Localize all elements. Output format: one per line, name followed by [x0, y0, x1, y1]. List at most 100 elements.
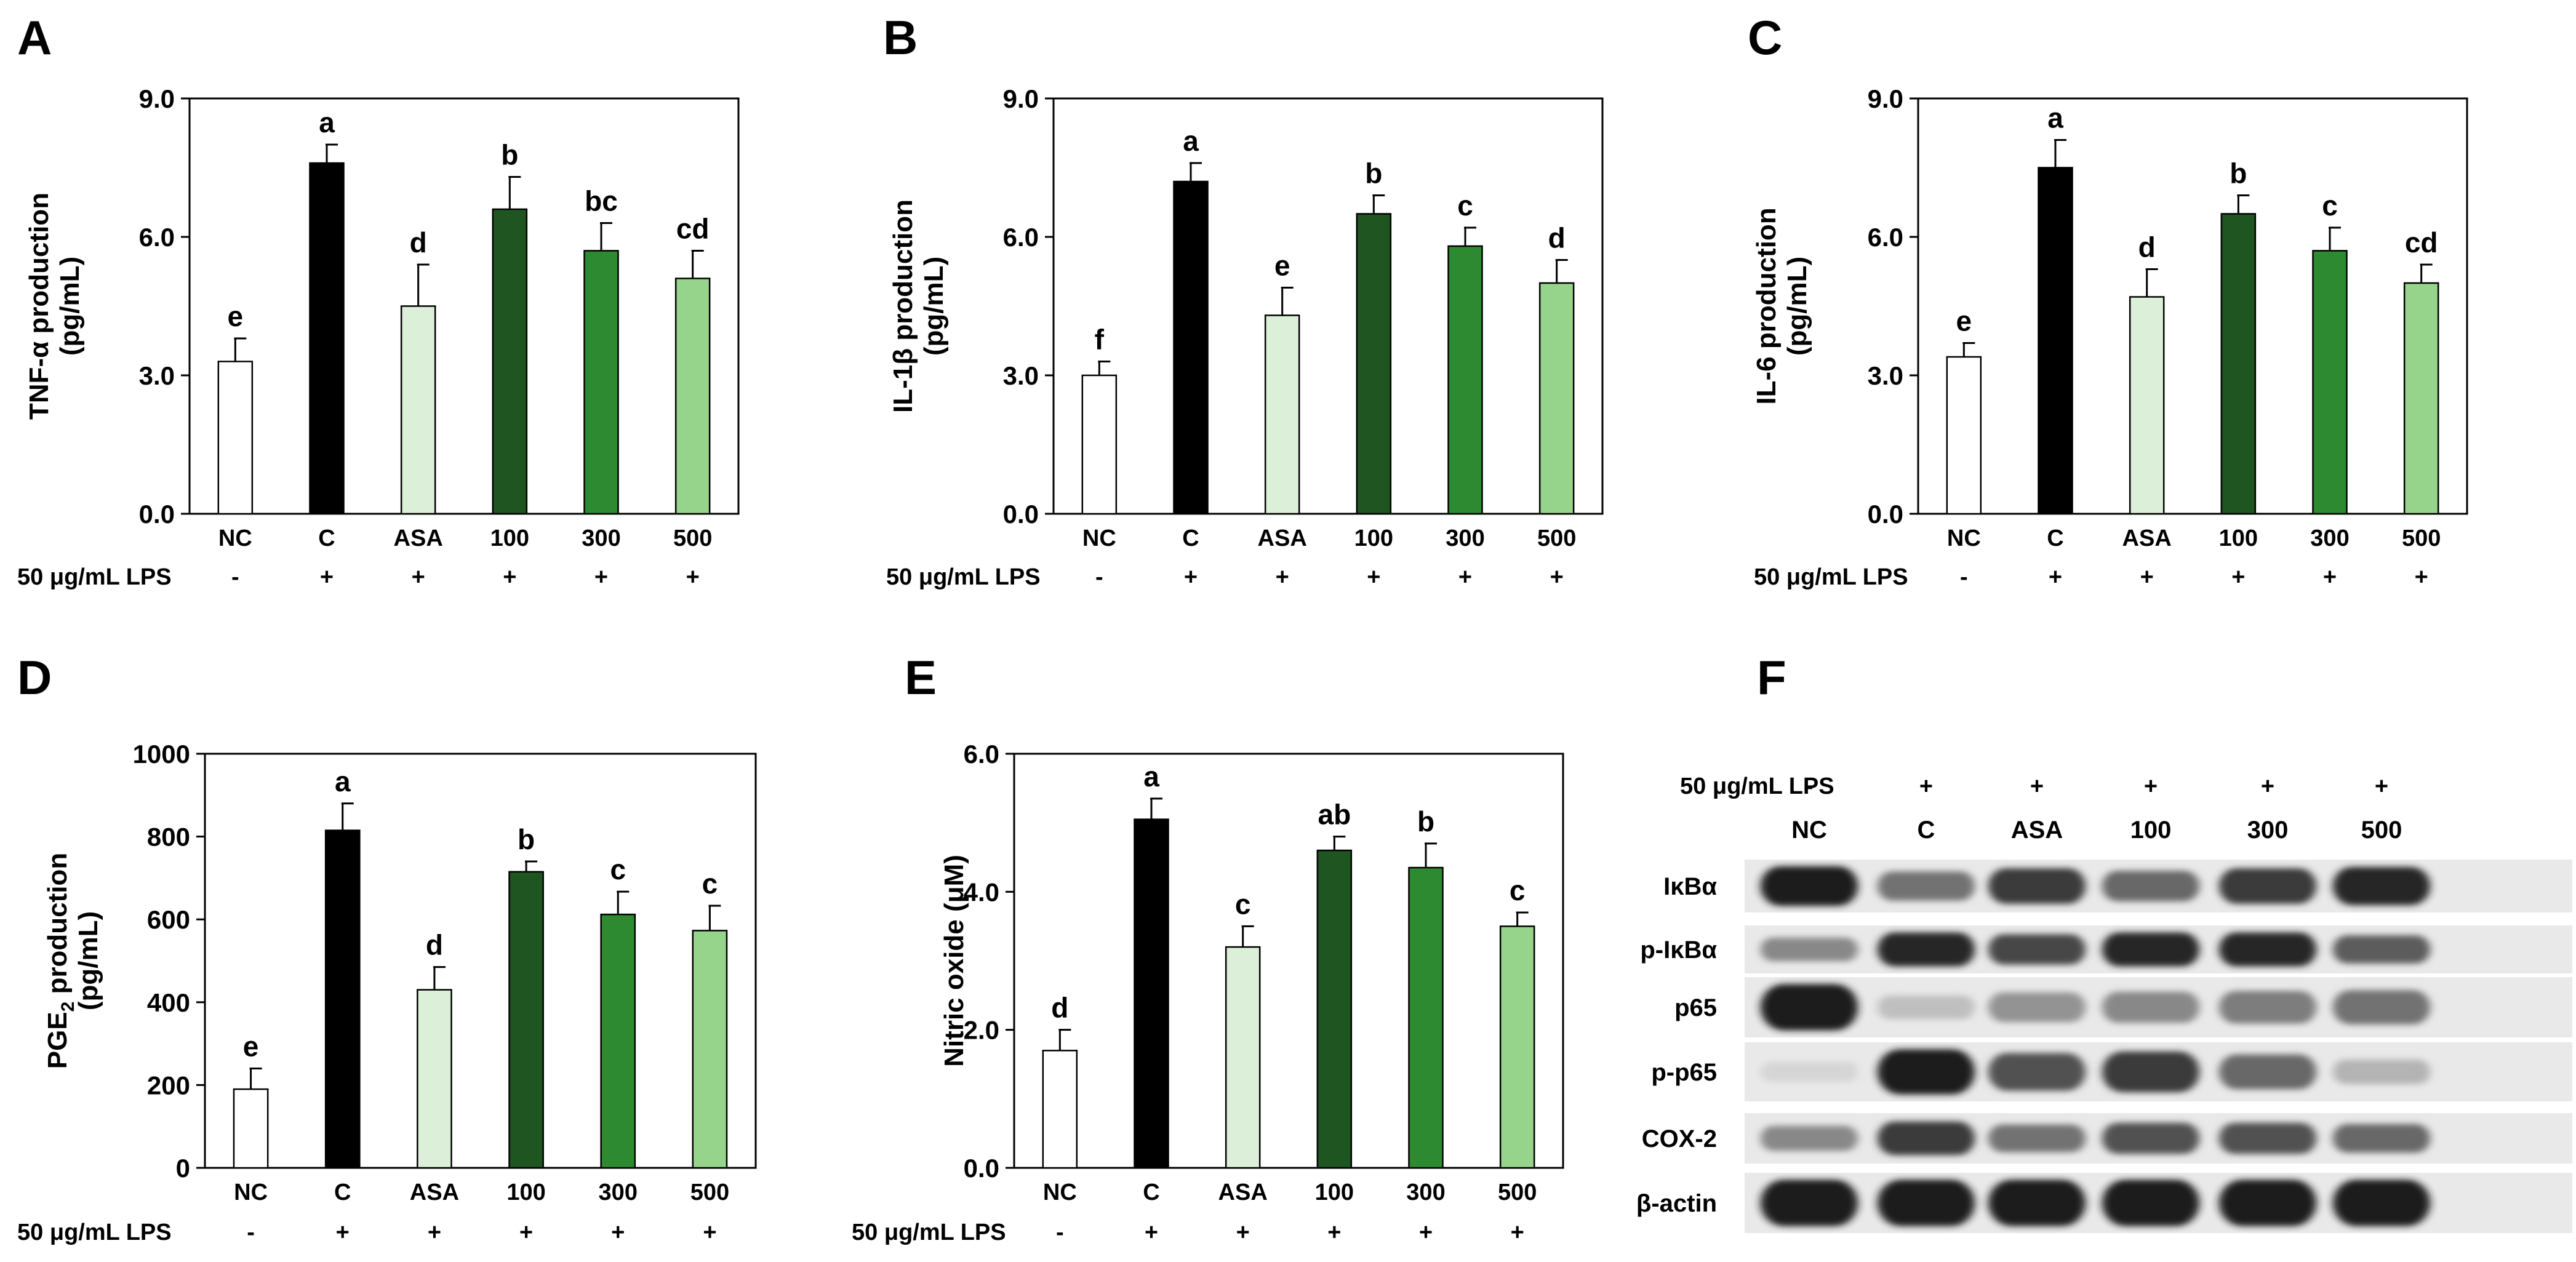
significance-letter: a	[319, 106, 335, 138]
lps-sign: +	[1919, 773, 1933, 799]
lps-label: 50 μg/mL LPS	[17, 564, 172, 590]
panel-e: E 0.0 2.0 4.0 6.0 Nitric oxide (μM) d NC - a C + c AS…	[852, 650, 1564, 1245]
y-tick-label: 1000	[133, 740, 190, 769]
blot-band	[1878, 1049, 1975, 1095]
blot-row: p-p65	[1651, 1042, 2572, 1101]
blot-band	[2219, 1054, 2316, 1090]
protein-label: p65	[1674, 994, 1717, 1021]
x-tick-label: 100	[1315, 1180, 1354, 1205]
blot-band	[2102, 991, 2199, 1023]
blot-row: IκBα	[1663, 860, 2572, 913]
lane-label: C	[1918, 817, 1935, 844]
significance-letter: a	[335, 765, 351, 797]
significance-letter: d	[410, 226, 427, 258]
blot-band	[2102, 932, 2199, 967]
significance-letter: c	[1235, 888, 1251, 920]
x-tick-label: 100	[506, 1180, 545, 1205]
significance-letter: bc	[585, 185, 618, 217]
panel-f-western-blot: F 50 μg/mL LPS- + + + + + NC C ASA 100 300 500 IκBα p-…	[1636, 650, 2572, 1233]
x-tick-label: 100	[490, 525, 529, 551]
bar-300	[1408, 866, 1444, 1169]
y-tick-label: 6.0	[964, 740, 999, 769]
significance-letter: b	[518, 823, 535, 855]
blot-band	[1761, 984, 1858, 1031]
x-tick-label: 500	[673, 525, 712, 551]
lps-sign: +	[594, 564, 608, 590]
bar-asa	[1225, 946, 1261, 1169]
lps-sign: +	[1327, 1220, 1341, 1245]
blot-band	[1988, 1053, 2086, 1091]
significance-letter: d	[1548, 222, 1566, 254]
lane-label: NC	[1791, 817, 1827, 844]
y-tick-label: 600	[147, 905, 190, 934]
protein-label: p-IκBα	[1640, 937, 1717, 964]
x-tick-label: 100	[2219, 525, 2258, 551]
lps-sign: +	[1550, 564, 1564, 590]
y-tick-label: 9.0	[139, 84, 175, 113]
blot-band	[1878, 932, 1975, 967]
lps-sign: +	[2415, 564, 2428, 590]
lps-sign: -	[247, 1220, 255, 1245]
significance-letter: cd	[676, 213, 710, 245]
blot-band	[1878, 995, 1975, 1020]
y-axis-label: Nitric oxide (μM)	[939, 855, 969, 1067]
panel-label: D	[17, 650, 52, 705]
panel-label: B	[883, 10, 918, 65]
panel-a: A 0.0 3.0 6.0 9.0 TNF-α production (pg/mL) e NC -…	[17, 10, 740, 590]
blot-band	[1878, 1180, 1975, 1226]
bar-nc	[1946, 356, 1982, 515]
bar-500	[674, 278, 711, 515]
significance-letter: ab	[1318, 799, 1351, 831]
x-tick-label: ASA	[394, 525, 443, 551]
blot-band	[1761, 1061, 1858, 1082]
lps-sign: +	[1511, 1220, 1524, 1245]
lps-sign: +	[336, 1220, 350, 1245]
significance-letter: c	[1510, 874, 1526, 906]
blot-band	[1988, 868, 2086, 905]
x-tick-label: 300	[1406, 1180, 1445, 1205]
protein-label: COX-2	[1642, 1125, 1717, 1152]
x-tick-label: ASA	[410, 1180, 459, 1205]
x-tick-label: 500	[1537, 525, 1576, 551]
x-tick-label: 500	[1498, 1180, 1537, 1205]
significance-letter: c	[1457, 190, 1473, 222]
significance-letter: d	[426, 929, 443, 961]
blot-band	[2102, 1051, 2199, 1093]
lps-sign: +	[686, 564, 700, 590]
bar-500	[2403, 282, 2439, 515]
y-tick-label: 3.0	[139, 361, 175, 390]
lps-label: 50 μg/mL LPS	[17, 1220, 172, 1245]
y-tick-label: 2.0	[964, 1016, 999, 1045]
bar-nc	[1081, 374, 1118, 515]
x-tick-label: ASA	[1258, 525, 1307, 551]
blot-band	[2219, 1122, 2316, 1154]
significance-letter: e	[1274, 250, 1290, 282]
panel-label: F	[1757, 650, 1786, 705]
lps-sign: +	[1145, 1220, 1158, 1245]
panel-label: A	[17, 10, 52, 65]
bar-300	[2312, 250, 2348, 515]
x-tick-label: C	[1182, 525, 1199, 551]
protein-label: p-p65	[1651, 1059, 1717, 1086]
significance-letter: a	[1183, 125, 1199, 157]
plot-frame	[1052, 97, 1604, 515]
lps-sign: +	[1276, 564, 1289, 590]
lps-sign: +	[2323, 564, 2337, 590]
y-tick-label: 0.0	[1868, 500, 1903, 529]
x-tick-label: 300	[599, 1180, 638, 1205]
significance-letter: b	[2230, 158, 2247, 190]
lps-sign: -	[231, 564, 239, 590]
y-tick-label: 400	[147, 988, 190, 1017]
x-tick-label: 300	[1446, 525, 1484, 551]
bar-100	[492, 208, 528, 515]
x-tick-label: NC	[1082, 525, 1116, 551]
y-tick-label: 0	[176, 1154, 190, 1183]
protein-label: IκBα	[1663, 873, 1717, 900]
significance-letter: e	[1956, 305, 1972, 337]
lps-sign: +	[519, 1220, 533, 1245]
blot-band	[2219, 1180, 2316, 1226]
bar-asa	[417, 989, 452, 1169]
x-tick-label: NC	[218, 525, 252, 551]
y-tick-label: 6.0	[1868, 223, 1903, 252]
